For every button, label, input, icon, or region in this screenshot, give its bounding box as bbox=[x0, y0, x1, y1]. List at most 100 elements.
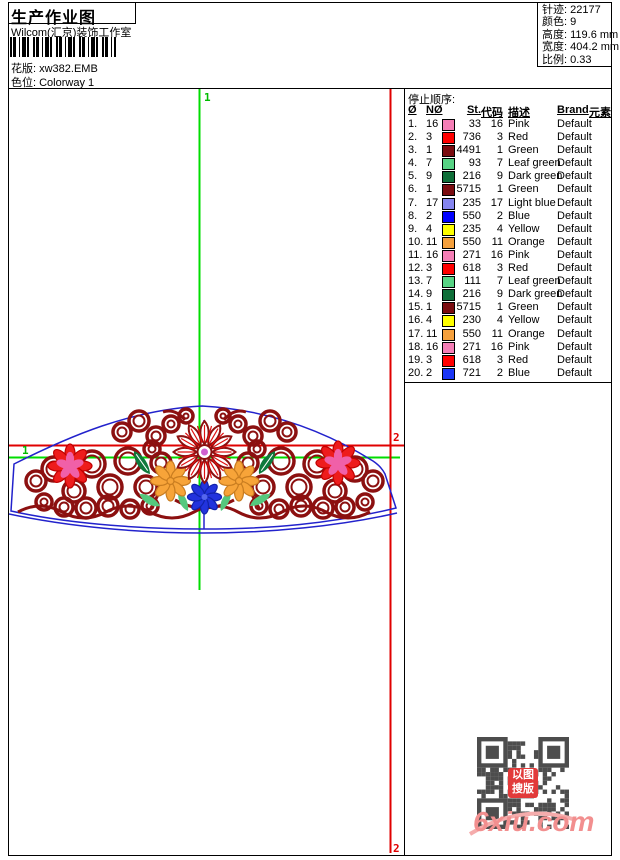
color-row: 10. 11 550 11 Orange Default bbox=[405, 236, 611, 249]
color-rows: 1. 16 33 16 Pink Default 2. 3 736 3 Red Default 3. 1 4… bbox=[405, 118, 611, 380]
sequence-number: 3. bbox=[408, 144, 418, 157]
color-swatch bbox=[442, 249, 455, 262]
stitch-count: 230 bbox=[462, 314, 481, 327]
needle-number: 16 bbox=[426, 248, 439, 261]
color-description: Leaf green bbox=[508, 275, 561, 288]
studio-name: Wilcom(汇京)装饰工作室 bbox=[11, 27, 132, 39]
sequence-number: 7. bbox=[408, 196, 418, 209]
design-stats-box: 针迹: 22177 颜色: 9 高度: 119.6 mm 宽度: 404.2 m… bbox=[537, 2, 619, 67]
col-header-brand: Brand bbox=[557, 104, 589, 116]
needle-number: 9 bbox=[426, 170, 433, 183]
blue-flower-center bbox=[186, 479, 223, 515]
color-row: 17. 11 550 11 Orange Default bbox=[405, 328, 611, 341]
color-row: 13. 7 111 7 Leaf green Default bbox=[405, 275, 611, 289]
thread-code: 2 bbox=[496, 366, 503, 379]
pattern-filename: 花版: xw382.EMB bbox=[11, 63, 98, 75]
color-row: 11. 16 271 16 Pink Default bbox=[405, 249, 611, 262]
stitch-count: 271 bbox=[462, 248, 481, 261]
thread-code: 3 bbox=[496, 131, 503, 144]
title-box bbox=[8, 2, 136, 24]
thread-code: 1 bbox=[496, 183, 503, 196]
scallop-border bbox=[17, 504, 371, 520]
thread-brand: Default bbox=[557, 366, 592, 379]
color-swatch bbox=[442, 236, 455, 249]
color-description: Yellow bbox=[508, 314, 540, 327]
color-description: Dark green bbox=[508, 288, 563, 301]
color-swatch bbox=[442, 263, 455, 276]
thread-code: 16 bbox=[490, 340, 503, 353]
stitch-count: 271 bbox=[462, 340, 481, 353]
sequence-number: 1. bbox=[408, 118, 418, 130]
stitch-count: 235 bbox=[462, 222, 481, 235]
thread-brand: Default bbox=[557, 314, 592, 327]
color-row: 5. 9 216 9 Dark green Default bbox=[405, 170, 611, 184]
color-description: Blue bbox=[508, 366, 531, 379]
stitch-count: 618 bbox=[462, 262, 481, 275]
color-description: Pink bbox=[508, 340, 530, 353]
thread-brand: Default bbox=[557, 131, 592, 144]
thread-brand: Default bbox=[557, 118, 592, 130]
thread-brand: Default bbox=[557, 157, 592, 170]
thread-code: 11 bbox=[491, 327, 503, 340]
thread-brand: Default bbox=[557, 301, 592, 314]
table-bottom-divider bbox=[405, 382, 611, 383]
sequence-number: 9. bbox=[408, 222, 418, 235]
color-description: Orange bbox=[508, 235, 545, 248]
guide-label-2-bottom: 2 bbox=[393, 842, 400, 854]
color-description: Yellow bbox=[508, 222, 540, 235]
thread-code: 7 bbox=[496, 157, 503, 170]
thread-brand: Default bbox=[557, 288, 592, 301]
color-row: 20. 2 721 2 Blue Default bbox=[405, 367, 611, 380]
stitch-count: 33 bbox=[468, 118, 481, 130]
color-description: Red bbox=[508, 131, 529, 144]
stitch-count: 550 bbox=[462, 235, 481, 248]
color-description: Green bbox=[508, 144, 539, 157]
color-row: 15. 1 5715 1 Green Default bbox=[405, 301, 611, 315]
color-row: 12. 3 618 3 Red Default bbox=[405, 262, 611, 276]
orange-daisy-right bbox=[218, 460, 260, 502]
color-row: 16. 4 230 4 Yellow Default bbox=[405, 314, 611, 328]
thread-code: 1 bbox=[496, 144, 503, 157]
site-logo: 6xiu.com bbox=[473, 806, 595, 837]
stitch-count: 235 bbox=[462, 196, 481, 209]
thread-brand: Default bbox=[557, 183, 592, 196]
stitch-count: 550 bbox=[462, 209, 481, 222]
color-description: Leaf green bbox=[508, 157, 561, 170]
guide-label-1-left: 1 bbox=[22, 444, 29, 457]
thread-brand: Default bbox=[557, 275, 592, 288]
thread-brand: Default bbox=[557, 222, 592, 235]
sequence-number: 20. bbox=[408, 366, 424, 379]
color-description: Light blue bbox=[508, 196, 556, 209]
thread-code: 3 bbox=[496, 262, 503, 275]
thread-code: 9 bbox=[496, 288, 503, 301]
needle-number: 16 bbox=[426, 340, 439, 353]
needle-number: 1 bbox=[426, 144, 433, 157]
thread-code: 4 bbox=[496, 222, 503, 235]
thread-code: 1 bbox=[496, 301, 503, 314]
stitch-count: 736 bbox=[462, 131, 481, 144]
thread-brand: Default bbox=[557, 248, 592, 261]
needle-number: 16 bbox=[426, 118, 439, 130]
stitch-count: 5715 bbox=[456, 301, 481, 314]
logo-swoosh bbox=[468, 811, 577, 836]
color-description: Orange bbox=[508, 327, 545, 340]
color-swatch bbox=[442, 341, 455, 354]
sequence-number: 12. bbox=[408, 262, 424, 275]
color-row: 8. 2 550 2 Blue Default bbox=[405, 210, 611, 223]
page-title: 生产作业图 bbox=[11, 10, 97, 27]
thread-code: 11 bbox=[491, 235, 503, 248]
needle-number: 3 bbox=[426, 262, 433, 275]
thread-brand: Default bbox=[557, 235, 592, 248]
thread-code: 16 bbox=[490, 118, 503, 130]
sequence-number: 18. bbox=[408, 340, 424, 353]
thread-code: 2 bbox=[496, 209, 503, 222]
thread-brand: Default bbox=[557, 209, 592, 222]
header-divider bbox=[8, 88, 611, 89]
needle-number: 9 bbox=[426, 288, 433, 301]
thread-code: 4 bbox=[496, 314, 503, 327]
orange-daisy-left bbox=[149, 460, 192, 502]
sequence-number: 16. bbox=[408, 314, 424, 327]
needle-number: 3 bbox=[426, 131, 433, 144]
stat-stitches: 针迹: 22177 bbox=[542, 4, 601, 16]
